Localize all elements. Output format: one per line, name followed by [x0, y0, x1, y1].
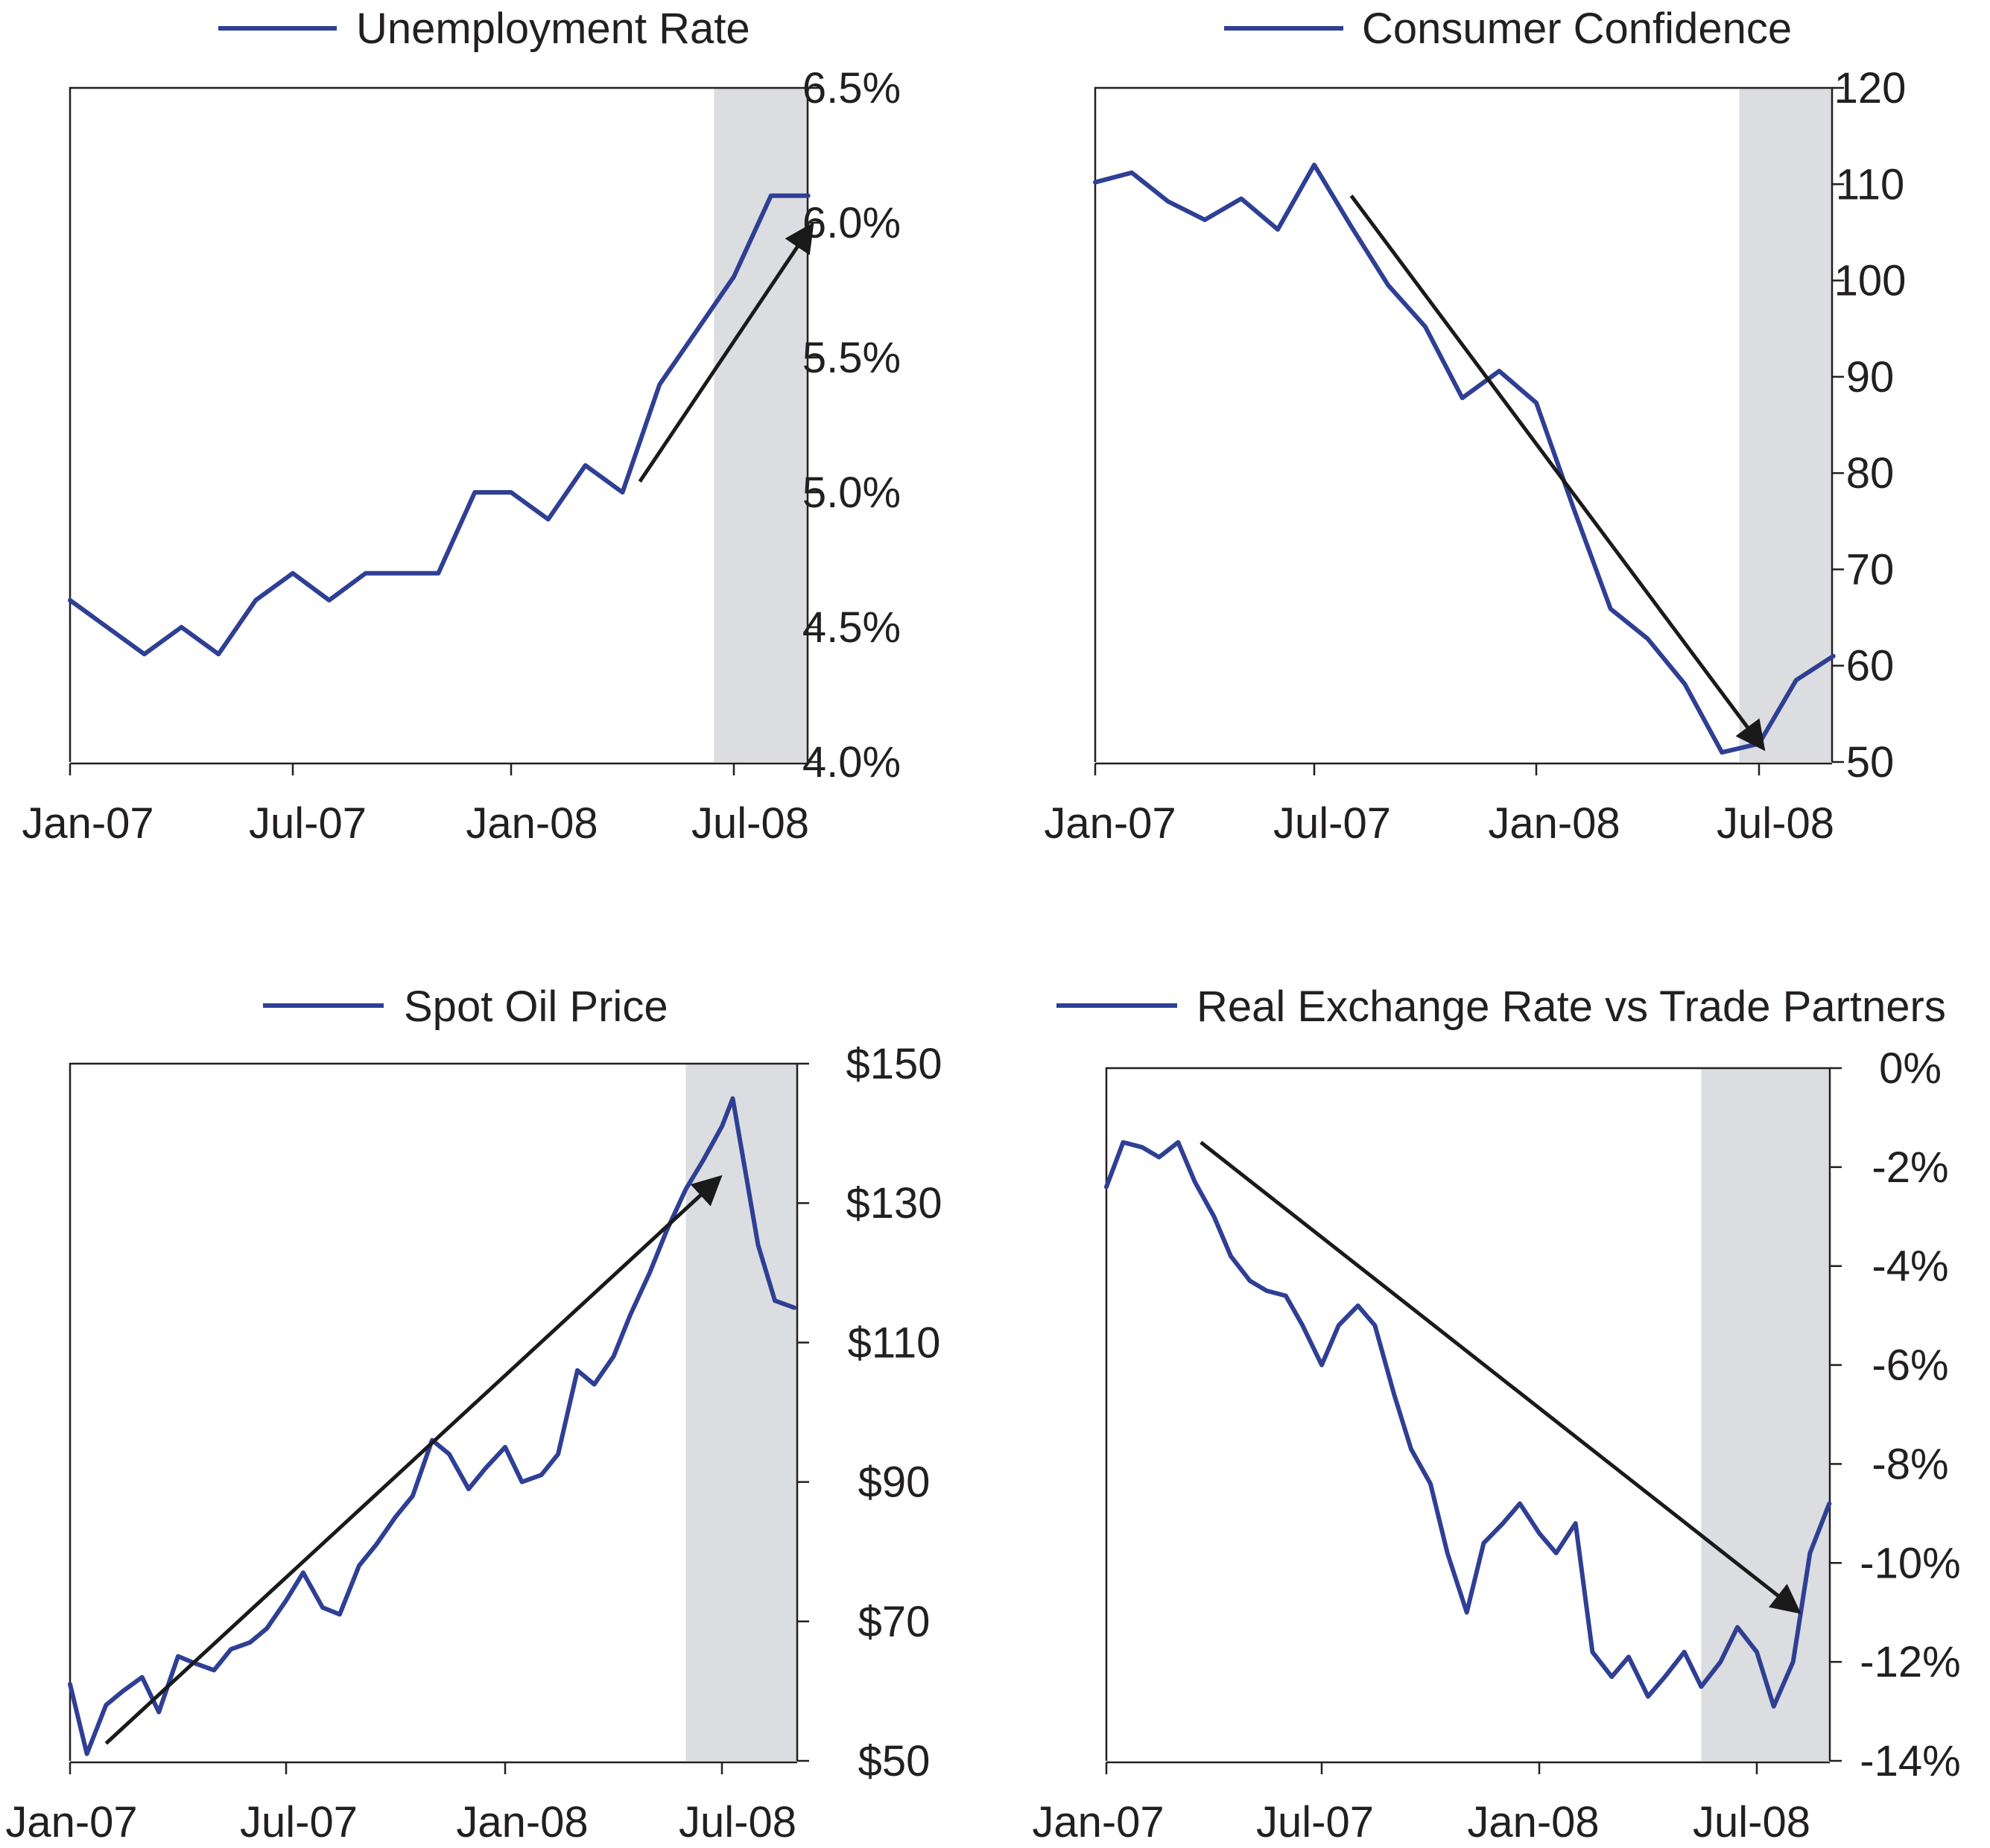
y-tick-label: -14%	[1860, 1737, 1960, 1785]
y-tick-label: -2%	[1872, 1143, 1948, 1192]
y-tick-label: 60	[1846, 642, 1895, 690]
y-tick-label: 0%	[1879, 1044, 1942, 1093]
x-tick-label: Jul-07	[249, 799, 367, 848]
x-tick-label: Jan-08	[456, 1798, 588, 1847]
y-tick-label: 80	[1846, 449, 1895, 498]
legend: Consumer Confidence	[1224, 4, 1792, 53]
shaded-period	[1701, 1068, 1830, 1761]
legend: Real Exchange Rate vs Trade Partners	[1056, 982, 1946, 1031]
series-line	[68, 1096, 796, 1756]
x-tick-label: Jul-08	[691, 799, 809, 848]
trend-arrow	[1200, 1140, 1802, 1614]
y-tick-label: $150	[846, 1040, 942, 1088]
y-tick-label: -8%	[1872, 1440, 1948, 1488]
chart-spot-oil-price: Spot Oil Price Jan-07 Jul-07 Jan-08 Jul-08 $…	[5, 982, 942, 1847]
x-tick-label: Jul-08	[1717, 799, 1834, 848]
x-tick-label: Jan-08	[1488, 799, 1620, 848]
x-tick-label: Jul-08	[679, 1798, 796, 1847]
y-tick-label: 110	[1836, 160, 1904, 209]
x-tick-label: Jan-08	[466, 799, 598, 848]
chart-real-exchange-rate: Real Exchange Rate vs Trade Partners Jan…	[1032, 982, 1960, 1847]
y-tick-label: $110	[848, 1318, 941, 1367]
legend: Spot Oil Price	[263, 982, 668, 1031]
y-tick-label: $70	[858, 1598, 931, 1646]
y-tick-label: -4%	[1872, 1242, 1948, 1291]
y-tick-label: $130	[846, 1179, 942, 1228]
x-tick-label: Jan-08	[1467, 1798, 1599, 1847]
legend-label: Consumer Confidence	[1362, 4, 1792, 53]
y-tick-label: -12%	[1860, 1638, 1960, 1686]
x-tick-label: Jan-07	[1044, 799, 1176, 848]
shaded-period	[1739, 88, 1832, 762]
y-tick-label: 6.5%	[802, 64, 901, 112]
plot-frame	[1105, 1067, 1831, 1761]
y-tick-label: $90	[858, 1458, 931, 1507]
y-tick-label: 5.0%	[802, 469, 901, 517]
y-tick-label: $50	[858, 1737, 931, 1785]
series-line	[68, 193, 811, 657]
x-tick-label: Jul-07	[1273, 799, 1391, 848]
legend: Unemployment Rate	[218, 4, 750, 53]
y-tick-label: 100	[1834, 257, 1907, 305]
y-tick-label: 4.0%	[802, 738, 901, 787]
trend-arrow	[638, 222, 814, 483]
y-tick-label: 70	[1846, 545, 1895, 594]
x-tick-label: Jul-07	[240, 1798, 358, 1847]
series-line	[1104, 1140, 1832, 1709]
shaded-period	[714, 88, 808, 762]
y-tick-label: -6%	[1872, 1341, 1948, 1390]
y-tick-label: 50	[1846, 738, 1895, 787]
chart-unemployment-rate: Unemployment Rate Jan-07 Jul-07 Jan-08 Jul-…	[22, 4, 901, 848]
legend-label: Spot Oil Price	[404, 982, 668, 1031]
series-line	[1093, 162, 1836, 755]
plot-frame	[1094, 86, 1834, 762]
y-tick-label: 5.5%	[802, 334, 901, 382]
y-tick-label: 120	[1834, 64, 1907, 112]
legend-label: Real Exchange Rate vs Trade Partners	[1197, 982, 1946, 1031]
y-tick-label: 90	[1846, 353, 1895, 401]
legend-label: Unemployment Rate	[356, 4, 750, 53]
trend-arrow	[104, 1175, 723, 1745]
x-tick-label: Jan-07	[5, 1798, 137, 1847]
plot-frame	[69, 1062, 799, 1761]
y-tick-label: 4.5%	[802, 603, 901, 652]
shaded-period	[685, 1064, 797, 1761]
trend-arrow	[1349, 194, 1766, 752]
x-tick-label: Jan-07	[22, 799, 153, 848]
x-tick-label: Jan-07	[1032, 1798, 1164, 1847]
y-tick-label: 6.0%	[802, 199, 901, 247]
plot-frame	[69, 86, 809, 762]
x-tick-label: Jul-08	[1693, 1798, 1810, 1847]
x-tick-label: Jul-07	[1256, 1798, 1374, 1847]
chart-consumer-confidence: Consumer Confidence Jan-07 Jul-07 Jan-08 Ju…	[1044, 4, 1906, 848]
y-tick-label: -10%	[1860, 1539, 1960, 1587]
